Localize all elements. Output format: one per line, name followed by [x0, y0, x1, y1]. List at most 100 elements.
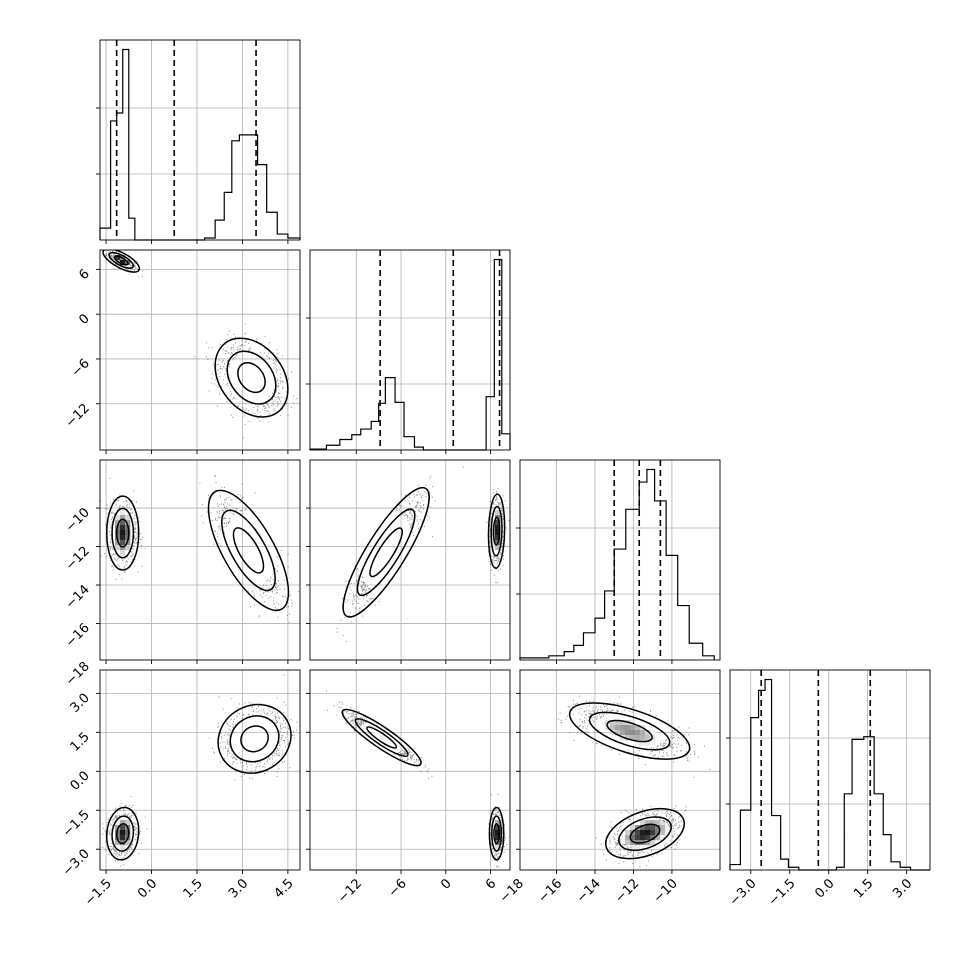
density-cell [495, 845, 501, 851]
density-cell [495, 525, 501, 531]
y-tick-label: 1.5 [68, 730, 93, 755]
y-tick-label: −6 [69, 356, 93, 380]
density-cell [650, 740, 656, 746]
density-cell [660, 835, 666, 841]
contour-line [108, 251, 135, 269]
y-tick-label: −3.0 [60, 846, 93, 879]
density-cell [115, 260, 121, 266]
panel-frame [99, 459, 301, 661]
density-cell [120, 540, 126, 546]
x-tick-label: −12 [612, 876, 642, 906]
density-cell [110, 255, 116, 261]
scatter-points [101, 674, 298, 867]
panel-frame [99, 39, 301, 241]
density-cell [495, 510, 501, 516]
density-cell [625, 730, 631, 736]
scatter-panel-3-1 [306, 669, 511, 874]
scatter-panel-2-0 [96, 459, 301, 664]
density-cell [625, 840, 631, 846]
density-cell [645, 835, 651, 841]
density-cell [625, 725, 631, 731]
scatter-points [100, 250, 300, 439]
density-cell [120, 530, 126, 536]
density-cell [635, 735, 641, 741]
contour-line [115, 823, 130, 845]
y-tick-label: 6 [76, 267, 92, 283]
density-cell [630, 840, 636, 846]
x-tick-label: 4.5 [271, 876, 296, 901]
histogram-panel-3 [726, 669, 931, 871]
density-cell [120, 525, 126, 531]
density-cell [630, 825, 636, 831]
density-cell [120, 515, 126, 521]
density-cell [625, 735, 631, 741]
y-tick-label: −18 [63, 659, 93, 689]
contour-line [366, 726, 398, 749]
density-cell [660, 825, 666, 831]
contour-line [588, 711, 671, 751]
panel-content [336, 466, 510, 643]
density-cell [120, 520, 126, 526]
density-cell [120, 535, 126, 541]
contour-line [493, 823, 501, 845]
density-cell [495, 820, 501, 826]
density-cell [655, 735, 661, 741]
x-tick-label: 1.5 [181, 876, 206, 901]
density-cell [495, 545, 501, 551]
density-cell [630, 730, 636, 736]
y-tick-label: −10 [63, 505, 93, 535]
density-cell [625, 835, 631, 841]
density-cell [120, 820, 126, 826]
density-cell [645, 740, 651, 746]
density-cell [600, 720, 606, 726]
density-cell [120, 835, 126, 841]
x-tick-label: 0 [438, 876, 454, 892]
x-tick-label: 3.0 [226, 876, 251, 901]
density-cell [490, 520, 496, 526]
scatter-panel-1-0 [96, 249, 301, 454]
x-tick-label: 1.5 [851, 876, 876, 901]
density-cell [115, 255, 121, 261]
density-cell [610, 720, 616, 726]
density-cell [630, 740, 636, 746]
histogram-panel-2 [516, 459, 721, 661]
density-cell [610, 725, 616, 731]
density-cell [495, 825, 501, 831]
density-cell [640, 845, 646, 851]
density-cell [495, 550, 501, 556]
contour-line [105, 495, 140, 571]
density-cell [120, 260, 126, 266]
density-cell [665, 825, 671, 831]
density-cell [655, 830, 661, 836]
density-cell [650, 840, 656, 846]
density-cell [620, 835, 626, 841]
density-cell [635, 830, 641, 836]
y-tick-label: 3.0 [68, 691, 93, 716]
contour-line [217, 703, 292, 774]
y-tick-label: 0.0 [68, 769, 93, 794]
density-cell [125, 830, 131, 836]
density-cell [120, 840, 126, 846]
contour-line [111, 815, 135, 852]
density-cell [125, 530, 131, 536]
panel-content [100, 250, 300, 439]
density-cell [490, 830, 496, 836]
x-tick-label: −6 [386, 876, 410, 900]
panel-frame [519, 459, 721, 661]
density-cell [660, 830, 666, 836]
panel-frame [309, 669, 511, 871]
y-tick-label: −14 [63, 582, 93, 612]
density-cell [495, 520, 501, 526]
histogram-panel-0 [96, 39, 301, 241]
density-cell [640, 735, 646, 741]
density-cell [625, 830, 631, 836]
density-cell [630, 720, 636, 726]
density-cell [630, 735, 636, 741]
scatter-panel-3-2 [516, 669, 721, 874]
histogram-step-line [309, 258, 511, 451]
y-tick-label: −16 [63, 621, 93, 651]
density-cell [645, 825, 651, 831]
density-cell [120, 550, 126, 556]
panel-frame [519, 669, 721, 871]
density-cell [640, 740, 646, 746]
